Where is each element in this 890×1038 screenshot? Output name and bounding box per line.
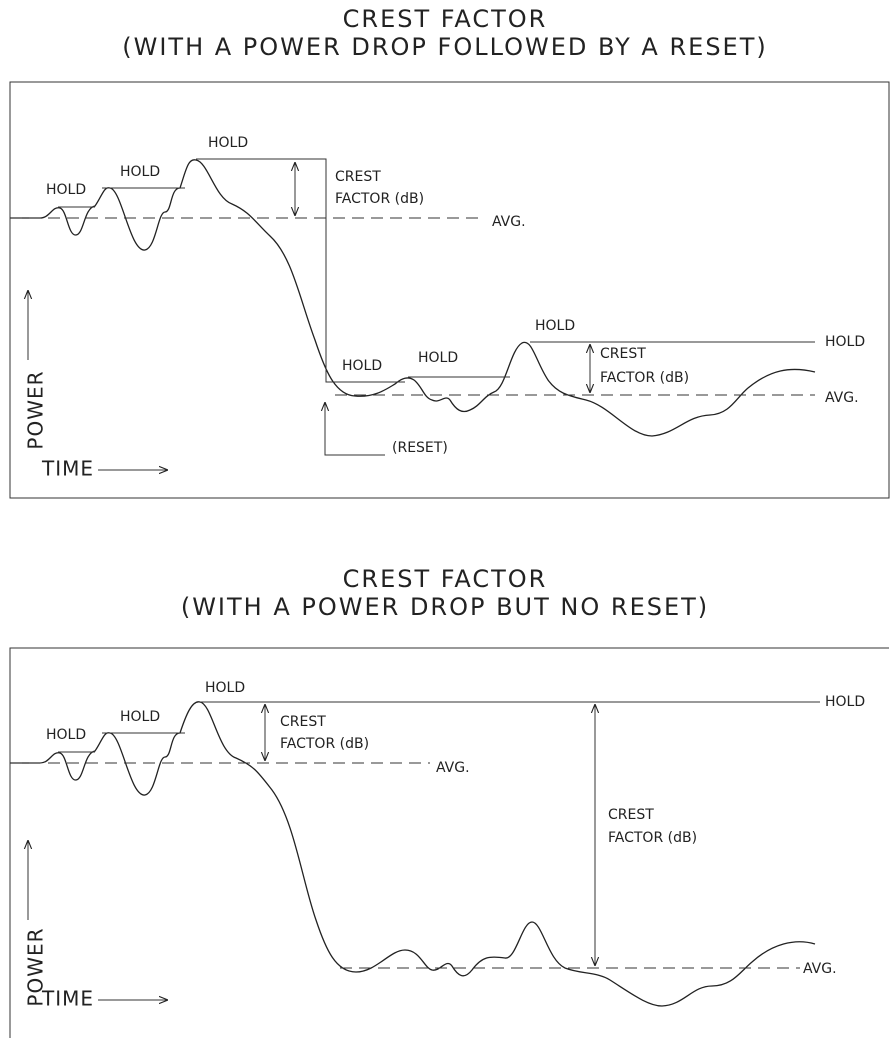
y-axis-label: POWER bbox=[24, 927, 48, 1006]
label: HOLD bbox=[120, 164, 160, 180]
label: FACTOR (dB) bbox=[600, 370, 689, 386]
avg-line bbox=[10, 217, 815, 396]
frame bbox=[9, 647, 889, 1038]
label: AVG. bbox=[803, 961, 837, 977]
label: AVG. bbox=[492, 214, 526, 230]
label: HOLD bbox=[418, 350, 458, 366]
label: HOLD bbox=[46, 182, 86, 198]
label: HOLD bbox=[825, 334, 865, 350]
power-curve bbox=[10, 701, 816, 1007]
power-curve bbox=[10, 159, 816, 437]
label: HOLD bbox=[825, 694, 865, 710]
hold-line bbox=[58, 158, 815, 383]
label: FACTOR (dB) bbox=[335, 191, 424, 207]
label: CREST bbox=[335, 169, 381, 185]
subtitle: (WITH A POWER DROP FOLLOWED BY A RESET) bbox=[122, 33, 768, 61]
label: CREST bbox=[280, 714, 326, 730]
label: CREST bbox=[608, 807, 654, 823]
label: HOLD bbox=[342, 358, 382, 374]
label: AVG. bbox=[436, 760, 470, 776]
label: HOLD bbox=[120, 709, 160, 725]
label: CREST bbox=[600, 346, 646, 362]
title: CREST FACTOR bbox=[343, 5, 548, 33]
avg-line bbox=[10, 762, 800, 969]
label: HOLD bbox=[205, 680, 245, 696]
subtitle: (WITH A POWER DROP BUT NO RESET) bbox=[181, 593, 709, 621]
label: AVG. bbox=[825, 390, 859, 406]
x-axis-label: TIME bbox=[41, 987, 94, 1011]
label: HOLD bbox=[208, 135, 248, 151]
hold-line bbox=[58, 701, 820, 753]
x-axis-label: TIME bbox=[41, 457, 94, 481]
label: (RESET) bbox=[392, 440, 448, 456]
label: HOLD bbox=[535, 318, 575, 334]
frame bbox=[9, 81, 890, 499]
arrow bbox=[325, 402, 385, 456]
label: FACTOR (dB) bbox=[280, 736, 369, 752]
label: FACTOR (dB) bbox=[608, 830, 697, 846]
label: HOLD bbox=[46, 727, 86, 743]
y-axis-label: POWER bbox=[24, 370, 48, 449]
title: CREST FACTOR bbox=[343, 565, 548, 593]
